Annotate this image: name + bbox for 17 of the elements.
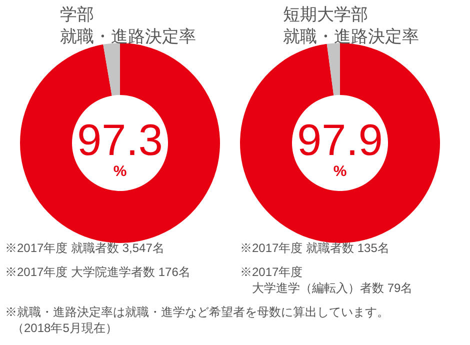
data-label: 97.3 % <box>77 116 163 180</box>
text: ※2017年度 就職者数 135名 <box>240 241 390 255</box>
donut-slice <box>240 43 440 243</box>
donut-slice <box>326 43 340 96</box>
chart-subtitle: 就職・進路決定率 <box>283 27 419 46</box>
donut-slice <box>20 43 220 243</box>
chart-title: 学部 <box>60 5 94 24</box>
text: ※2017年度 大学院進学者数 176名 <box>5 265 190 279</box>
data-label: 97.9 % <box>297 116 383 180</box>
text: ※2017年度 <box>240 265 303 279</box>
text: ※2017年度 就職者数 3,547名 <box>5 241 164 255</box>
chart-subtitle: 就職・進路決定率 <box>60 27 196 46</box>
donut-slice <box>103 43 120 96</box>
text: （2018年5月現在） <box>12 321 118 335</box>
chart-title: 短期大学部 <box>283 5 368 24</box>
text: ※就職・進路決定率は就職・進学など希望者を母数に算出しています。 <box>5 305 389 319</box>
text: 大学進学（編転入）者数 79名 <box>252 281 413 295</box>
